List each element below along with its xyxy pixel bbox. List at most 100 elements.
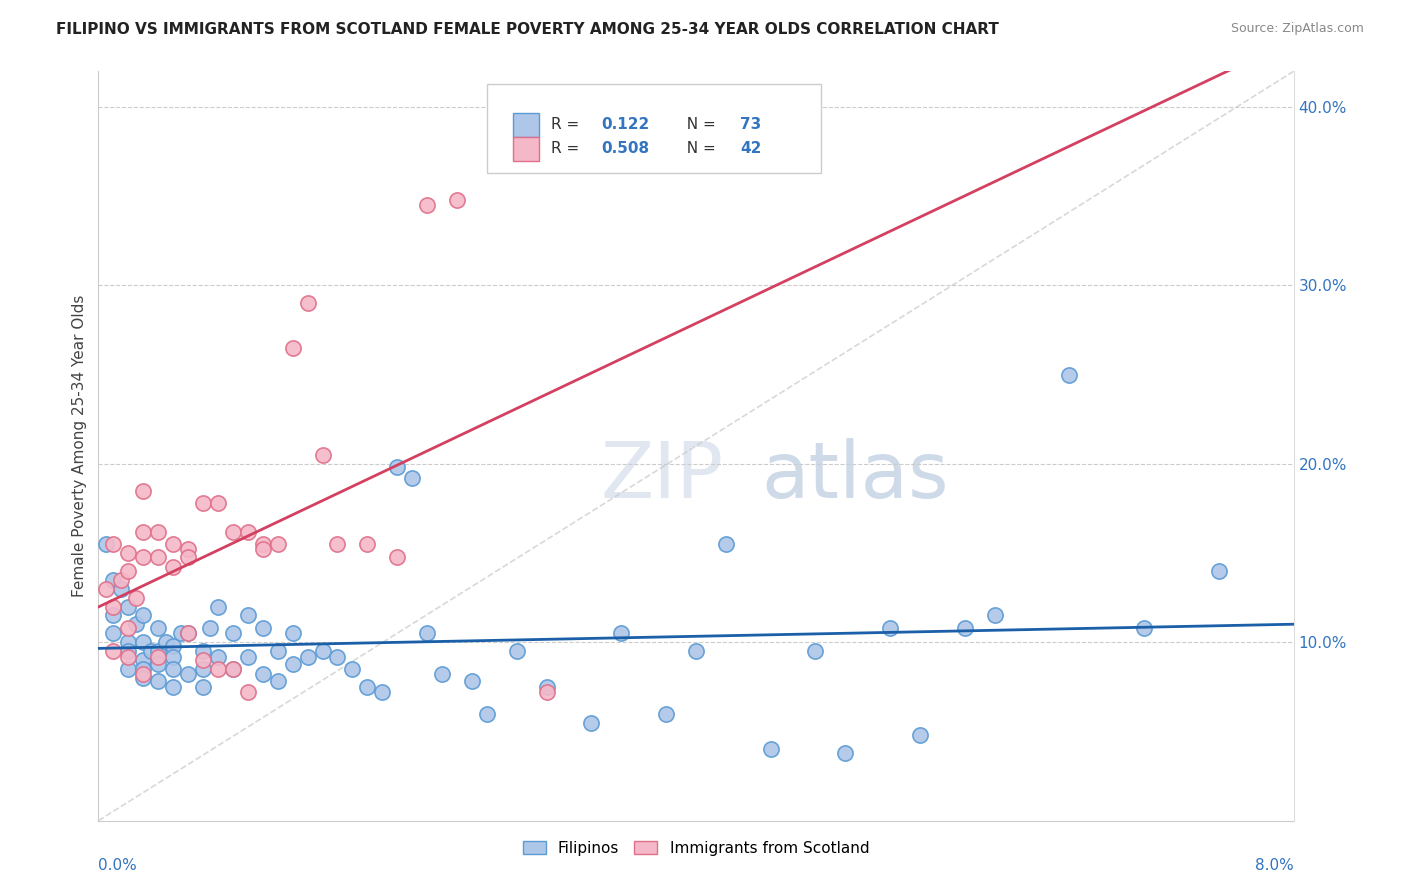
Point <box>430 667 453 681</box>
Point <box>162 649 184 664</box>
Text: 0.508: 0.508 <box>602 141 650 156</box>
Point <box>536 680 558 694</box>
Point <box>148 674 170 689</box>
Point <box>132 549 155 564</box>
Y-axis label: Female Poverty Among 25-34 Year Olds: Female Poverty Among 25-34 Year Olds <box>72 295 87 597</box>
Point <box>1133 621 1156 635</box>
Point <box>236 524 259 539</box>
Point <box>281 341 304 355</box>
Point <box>103 644 125 658</box>
Point <box>132 653 155 667</box>
Point <box>685 644 707 658</box>
Point <box>207 662 229 676</box>
Point <box>207 599 229 614</box>
Point <box>252 667 274 681</box>
Point <box>103 608 125 623</box>
Point <box>162 560 184 574</box>
Point <box>191 680 214 694</box>
Point <box>177 626 200 640</box>
Point <box>416 198 439 212</box>
Point <box>94 537 117 551</box>
Point <box>132 483 155 498</box>
Point <box>326 649 349 664</box>
Text: R =: R = <box>551 117 585 132</box>
Point <box>804 644 827 658</box>
Point <box>311 644 333 658</box>
Point <box>311 448 333 462</box>
Point <box>117 644 139 658</box>
Point <box>132 662 155 676</box>
Point <box>236 649 259 664</box>
Point <box>103 599 125 614</box>
Point <box>148 621 170 635</box>
Point <box>252 537 274 551</box>
Text: atlas: atlas <box>762 438 949 514</box>
Text: FILIPINO VS IMMIGRANTS FROM SCOTLAND FEMALE POVERTY AMONG 25-34 YEAR OLDS CORREL: FILIPINO VS IMMIGRANTS FROM SCOTLAND FEM… <box>56 22 1000 37</box>
Point <box>267 537 290 551</box>
Point <box>110 573 132 587</box>
Point <box>475 706 498 721</box>
Text: 42: 42 <box>740 141 762 156</box>
Point <box>191 496 214 510</box>
Point <box>222 662 245 676</box>
Point <box>385 549 409 564</box>
Point <box>132 635 155 649</box>
Text: 8.0%: 8.0% <box>1254 858 1294 873</box>
Point <box>984 608 1007 623</box>
Text: 0.0%: 0.0% <box>98 858 138 873</box>
Point <box>148 549 170 564</box>
Point <box>117 662 139 676</box>
Point <box>207 649 229 664</box>
Point <box>536 685 558 699</box>
Point <box>222 626 245 640</box>
Point <box>155 635 177 649</box>
Point <box>1059 368 1081 382</box>
Text: 73: 73 <box>740 117 762 132</box>
Point <box>401 471 423 485</box>
Point <box>297 296 319 310</box>
Text: ZIP: ZIP <box>600 438 723 514</box>
Point <box>148 649 170 664</box>
Point <box>252 542 274 557</box>
Point <box>371 685 394 699</box>
Point <box>132 671 155 685</box>
Point <box>148 644 170 658</box>
Point <box>117 635 139 649</box>
Text: N =: N = <box>676 117 720 132</box>
Point <box>610 626 633 640</box>
Point <box>714 537 737 551</box>
Point <box>103 573 125 587</box>
Point <box>267 674 290 689</box>
Text: N =: N = <box>676 141 720 156</box>
Point <box>177 667 200 681</box>
Point <box>1208 564 1230 578</box>
Point <box>162 537 184 551</box>
Point <box>581 715 603 730</box>
Point <box>162 680 184 694</box>
Point <box>132 667 155 681</box>
Point <box>461 674 484 689</box>
Point <box>356 680 378 694</box>
Point <box>326 537 349 551</box>
Point <box>177 626 200 640</box>
Point <box>267 644 290 658</box>
Point <box>132 524 155 539</box>
Point <box>222 524 245 539</box>
Text: R =: R = <box>551 141 585 156</box>
Bar <box>513 136 540 161</box>
Point <box>207 496 229 510</box>
Point <box>252 621 274 635</box>
Legend: Filipinos, Immigrants from Scotland: Filipinos, Immigrants from Scotland <box>516 834 876 862</box>
Bar <box>513 112 540 136</box>
Point <box>879 621 901 635</box>
Point <box>162 662 184 676</box>
Text: Source: ZipAtlas.com: Source: ZipAtlas.com <box>1230 22 1364 36</box>
Point <box>191 653 214 667</box>
Point <box>908 728 931 742</box>
Point <box>132 608 155 623</box>
Point <box>655 706 678 721</box>
Point <box>162 639 184 653</box>
Point <box>236 608 259 623</box>
Point <box>117 564 139 578</box>
Point <box>177 542 200 557</box>
